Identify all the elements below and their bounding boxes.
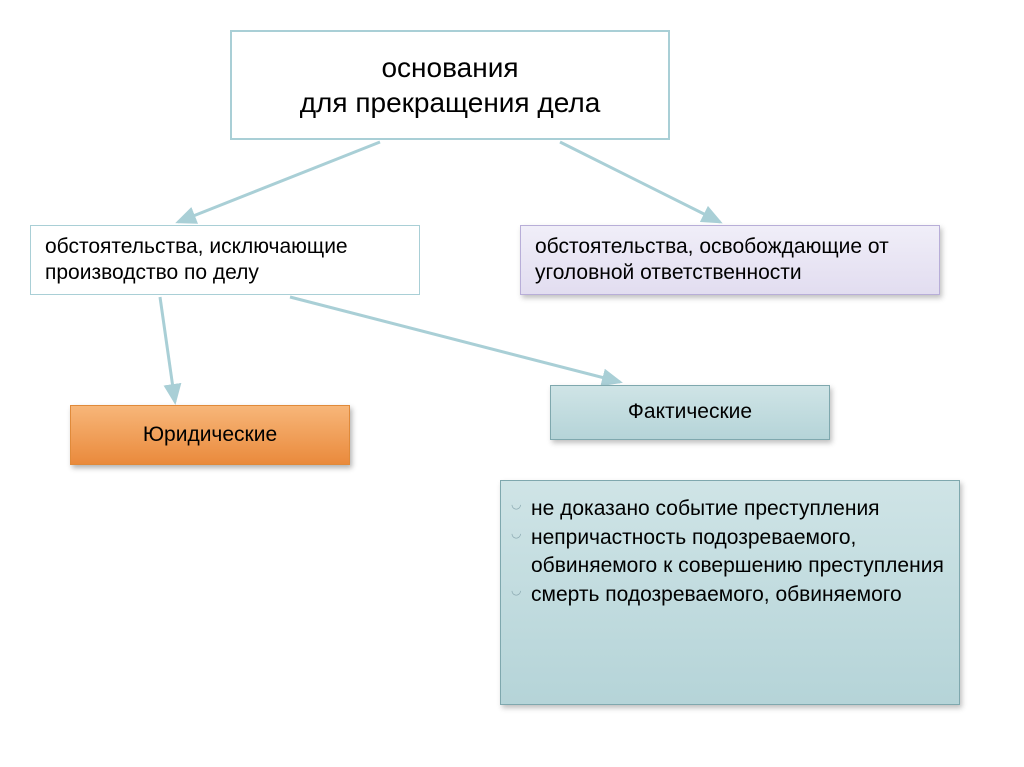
list-item: не доказано событие преступления xyxy=(531,495,945,522)
connector-arrow xyxy=(160,297,175,402)
node-right-branch: обстоятельства, освобождающие от уголовн… xyxy=(520,225,940,295)
connector-arrow xyxy=(560,142,720,222)
node-factual: Фактические xyxy=(550,385,830,440)
node-legal: Юридические xyxy=(70,405,350,465)
connector-arrow xyxy=(178,142,380,222)
connector-arrow xyxy=(290,297,620,382)
list-item: непричастность подозреваемого, обвиняемо… xyxy=(531,524,945,579)
list-item: смерть подозреваемого, обвиняемого xyxy=(531,581,945,608)
factual-list: не доказано событие преступлениянепричас… xyxy=(509,495,945,608)
node-left-branch: обстоятельства, исключающие производство… xyxy=(30,225,420,295)
node-legal-label: Юридические xyxy=(71,422,349,448)
node-factual-label: Фактические xyxy=(551,399,829,425)
node-left-label: обстоятельства, исключающие производство… xyxy=(45,234,405,287)
factual-list-box: не доказано событие преступлениянепричас… xyxy=(500,480,960,705)
node-root: основаниядля прекращения дела xyxy=(230,30,670,140)
node-right-label: обстоятельства, освобождающие от уголовн… xyxy=(535,234,925,287)
node-root-label: основаниядля прекращения дела xyxy=(250,50,650,120)
